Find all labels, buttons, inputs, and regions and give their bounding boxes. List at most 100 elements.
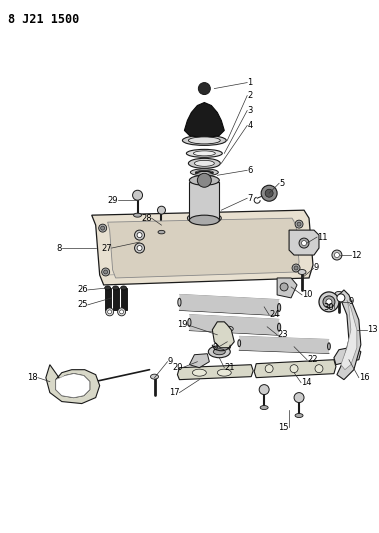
Circle shape (101, 226, 105, 230)
Text: 3: 3 (247, 106, 252, 115)
Circle shape (292, 264, 300, 272)
Ellipse shape (188, 137, 220, 144)
Circle shape (133, 190, 143, 200)
Text: 19: 19 (177, 320, 187, 329)
Polygon shape (341, 300, 357, 370)
Ellipse shape (193, 151, 215, 156)
Ellipse shape (217, 369, 231, 376)
Polygon shape (190, 354, 209, 368)
Ellipse shape (319, 292, 339, 312)
Text: 17: 17 (169, 388, 179, 397)
Ellipse shape (238, 340, 241, 346)
Ellipse shape (326, 299, 332, 305)
Ellipse shape (196, 171, 213, 174)
Circle shape (265, 365, 273, 373)
Polygon shape (212, 322, 234, 348)
Circle shape (295, 220, 303, 228)
Circle shape (315, 365, 323, 373)
Ellipse shape (133, 213, 141, 217)
Polygon shape (92, 210, 313, 285)
Text: 1: 1 (247, 78, 252, 87)
Circle shape (99, 224, 106, 232)
Polygon shape (56, 374, 90, 398)
Ellipse shape (277, 303, 281, 311)
Ellipse shape (188, 158, 220, 168)
Polygon shape (277, 278, 297, 298)
Polygon shape (177, 365, 253, 379)
Text: 6: 6 (247, 166, 252, 175)
Ellipse shape (225, 326, 233, 332)
Circle shape (117, 308, 125, 316)
Ellipse shape (190, 169, 218, 176)
Circle shape (137, 232, 142, 238)
Polygon shape (289, 230, 319, 255)
Text: 26: 26 (77, 286, 88, 294)
Circle shape (302, 240, 307, 246)
Text: 7: 7 (247, 193, 252, 203)
Text: 9: 9 (212, 343, 217, 352)
Text: 20: 20 (172, 363, 182, 372)
Text: 2: 2 (247, 91, 252, 100)
Circle shape (197, 173, 211, 187)
Circle shape (102, 268, 110, 276)
Polygon shape (190, 314, 279, 335)
Circle shape (104, 270, 108, 274)
Text: 27: 27 (101, 244, 112, 253)
Polygon shape (108, 218, 299, 278)
Text: 16: 16 (359, 373, 370, 382)
Ellipse shape (190, 215, 219, 225)
Circle shape (158, 206, 166, 214)
Polygon shape (190, 182, 219, 220)
Circle shape (334, 253, 340, 257)
Text: 21: 21 (224, 363, 235, 372)
Ellipse shape (182, 135, 226, 146)
Polygon shape (46, 365, 100, 403)
Ellipse shape (190, 175, 219, 185)
Circle shape (106, 308, 114, 316)
Circle shape (120, 310, 124, 314)
Text: 30: 30 (323, 303, 334, 312)
Circle shape (198, 83, 210, 94)
Circle shape (137, 246, 142, 251)
Circle shape (294, 266, 298, 270)
Circle shape (280, 283, 288, 291)
Text: 29: 29 (107, 196, 117, 205)
Text: 12: 12 (351, 251, 362, 260)
Polygon shape (254, 360, 336, 378)
Text: 14: 14 (301, 378, 312, 387)
Ellipse shape (113, 286, 119, 290)
Ellipse shape (213, 349, 225, 355)
Ellipse shape (121, 286, 127, 290)
Text: 8: 8 (56, 244, 62, 253)
Ellipse shape (150, 374, 158, 379)
Polygon shape (185, 102, 224, 139)
Ellipse shape (158, 230, 165, 234)
Circle shape (345, 353, 353, 361)
Text: 23: 23 (277, 330, 288, 340)
Text: 10: 10 (302, 290, 313, 300)
Text: 18: 18 (27, 373, 38, 382)
Text: 5: 5 (279, 179, 284, 188)
Text: 22: 22 (307, 355, 318, 364)
Polygon shape (179, 294, 279, 316)
Text: 9: 9 (168, 357, 173, 366)
Ellipse shape (193, 369, 206, 376)
Ellipse shape (208, 346, 230, 358)
Polygon shape (337, 290, 361, 379)
Circle shape (332, 250, 342, 260)
Ellipse shape (178, 298, 181, 306)
Ellipse shape (186, 149, 222, 157)
Ellipse shape (188, 319, 191, 326)
Polygon shape (334, 347, 361, 365)
Ellipse shape (298, 270, 306, 274)
Ellipse shape (323, 296, 335, 308)
Text: 28: 28 (141, 214, 152, 223)
Circle shape (261, 185, 277, 201)
Ellipse shape (327, 343, 330, 350)
Text: 11: 11 (317, 232, 327, 241)
Polygon shape (239, 336, 329, 353)
Text: 13: 13 (367, 325, 377, 334)
Circle shape (259, 385, 269, 394)
Text: 4: 4 (247, 121, 252, 130)
Circle shape (297, 222, 301, 226)
